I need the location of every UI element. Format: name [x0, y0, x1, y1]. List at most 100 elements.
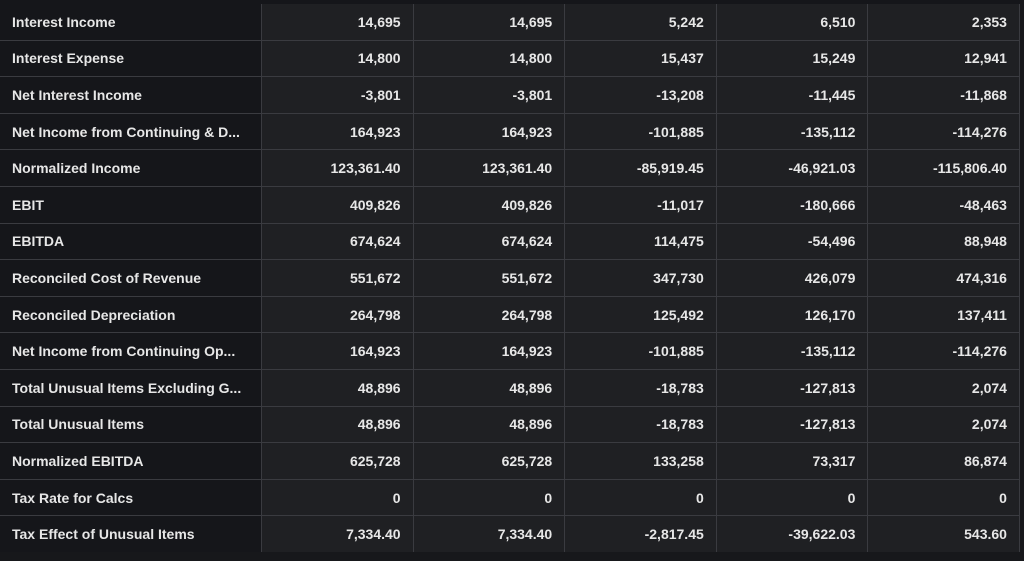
value-cell: 164,923	[262, 333, 414, 369]
value-cell: -127,813	[716, 406, 869, 443]
table-row: Interest Expense 14,800 14,800 15,437 15,249…	[0, 40, 1020, 78]
value-cell: 48,896	[413, 406, 566, 443]
value-cell: 409,826	[413, 186, 566, 223]
value-cell: 133,258	[565, 443, 717, 479]
value-cell: 12,941	[868, 40, 1020, 77]
row-label: Interest Income	[0, 4, 262, 40]
value-cell: 14,800	[262, 40, 414, 77]
value-cell: 551,672	[413, 260, 566, 296]
row-label: EBITDA	[0, 223, 262, 260]
value-cell: 114,475	[565, 223, 717, 260]
value-cell: 674,624	[262, 223, 414, 260]
row-label: Tax Effect of Unusual Items	[0, 516, 262, 552]
value-cell: 2,074	[868, 406, 1020, 443]
value-cell: 123,361.40	[262, 150, 414, 186]
row-label: Total Unusual Items	[0, 406, 262, 443]
value-cell: 625,728	[262, 443, 414, 479]
row-label: Tax Rate for Calcs	[0, 479, 262, 516]
value-cell: 73,317	[716, 443, 869, 479]
value-cell: 2,353	[868, 4, 1020, 40]
value-cell: -135,112	[716, 113, 869, 150]
value-cell: -48,463	[868, 186, 1020, 223]
table-row: Total Unusual Items 48,896 48,896 -18,783 -1…	[0, 406, 1020, 444]
value-cell: 86,874	[868, 443, 1020, 479]
value-cell: 164,923	[413, 113, 566, 150]
value-cell: -3,801	[413, 77, 566, 113]
value-cell: 674,624	[413, 223, 566, 260]
value-cell: 5,242	[565, 4, 717, 40]
value-cell: -18,783	[565, 369, 717, 406]
value-cell: -11,445	[716, 77, 869, 113]
value-cell: 625,728	[413, 443, 566, 479]
value-cell: -13,208	[565, 77, 717, 113]
value-cell: 264,798	[413, 296, 566, 333]
value-cell: 48,896	[413, 369, 566, 406]
value-cell: -114,276	[868, 333, 1020, 369]
row-label: Net Income from Continuing Op...	[0, 333, 262, 369]
table-row: Normalized EBITDA 625,728 625,728 133,258 73…	[0, 443, 1020, 480]
value-cell: -3,801	[262, 77, 414, 113]
value-cell: -18,783	[565, 406, 717, 443]
value-cell: 2,074	[868, 369, 1020, 406]
value-cell: -135,112	[716, 333, 869, 369]
value-cell: -2,817.45	[565, 516, 717, 552]
row-label: Normalized Income	[0, 150, 262, 186]
table-row: Net Interest Income -3,801 -3,801 -13,208 -1…	[0, 77, 1020, 114]
value-cell: 48,896	[262, 406, 414, 443]
value-cell: -11,017	[565, 186, 717, 223]
table-top-edge	[0, 0, 1020, 4]
value-cell: 7,334.40	[413, 516, 566, 552]
value-cell: 0	[716, 479, 869, 516]
row-label: Total Unusual Items Excluding G...	[0, 369, 262, 406]
table-row: Interest Income 14,695 14,695 5,242 6,510 2,3…	[0, 4, 1020, 41]
value-cell: 6,510	[716, 4, 869, 40]
value-cell: 137,411	[868, 296, 1020, 333]
value-cell: 551,672	[262, 260, 414, 296]
value-cell: 88,948	[868, 223, 1020, 260]
value-cell: 0	[565, 479, 717, 516]
value-cell: 164,923	[413, 333, 566, 369]
value-cell: 48,896	[262, 369, 414, 406]
value-cell: -39,622.03	[716, 516, 869, 552]
table-row: Net Income from Continuing Op... 164,923 1…	[0, 333, 1020, 370]
table-row: EBIT 409,826 409,826 -11,017 -180,666 -48,463	[0, 186, 1020, 224]
value-cell: 0	[262, 479, 414, 516]
value-cell: -180,666	[716, 186, 869, 223]
table-row: Tax Rate for Calcs 0 0 0 0 0	[0, 479, 1020, 517]
value-cell: -54,496	[716, 223, 869, 260]
value-cell: 7,334.40	[262, 516, 414, 552]
value-cell: -115,806.40	[868, 150, 1020, 186]
value-cell: 426,079	[716, 260, 869, 296]
value-cell: -101,885	[565, 333, 717, 369]
value-cell: 126,170	[716, 296, 869, 333]
financials-table: Interest Income 14,695 14,695 5,242 6,510 2,3…	[0, 4, 1020, 553]
value-cell: 15,437	[565, 40, 717, 77]
value-cell: 14,695	[262, 4, 414, 40]
row-label: Net Income from Continuing & D...	[0, 113, 262, 150]
value-cell: 14,695	[413, 4, 566, 40]
table-row: Normalized Income 123,361.40 123,361.40 -85…	[0, 150, 1020, 187]
table-bottom-edge	[0, 552, 1024, 561]
value-cell: -85,919.45	[565, 150, 717, 186]
row-label: Normalized EBITDA	[0, 443, 262, 479]
value-cell: -127,813	[716, 369, 869, 406]
row-label: Interest Expense	[0, 40, 262, 77]
value-cell: 543.60	[868, 516, 1020, 552]
value-cell: -11,868	[868, 77, 1020, 113]
scrollbar-track[interactable]	[1020, 0, 1024, 561]
table-row: Reconciled Cost of Revenue 551,672 551,672…	[0, 260, 1020, 297]
value-cell: 125,492	[565, 296, 717, 333]
table-row: Total Unusual Items Excluding G... 48,896…	[0, 369, 1020, 407]
value-cell: 347,730	[565, 260, 717, 296]
row-label: Reconciled Cost of Revenue	[0, 260, 262, 296]
value-cell: 14,800	[413, 40, 566, 77]
value-cell: 15,249	[716, 40, 869, 77]
value-cell: 0	[413, 479, 566, 516]
table-row: Tax Effect of Unusual Items 7,334.40 7,334…	[0, 516, 1020, 553]
table-row: Net Income from Continuing & D... 164,923…	[0, 113, 1020, 151]
value-cell: 409,826	[262, 186, 414, 223]
value-cell: 264,798	[262, 296, 414, 333]
value-cell: -46,921.03	[716, 150, 869, 186]
row-label: Net Interest Income	[0, 77, 262, 113]
row-label: Reconciled Depreciation	[0, 296, 262, 333]
